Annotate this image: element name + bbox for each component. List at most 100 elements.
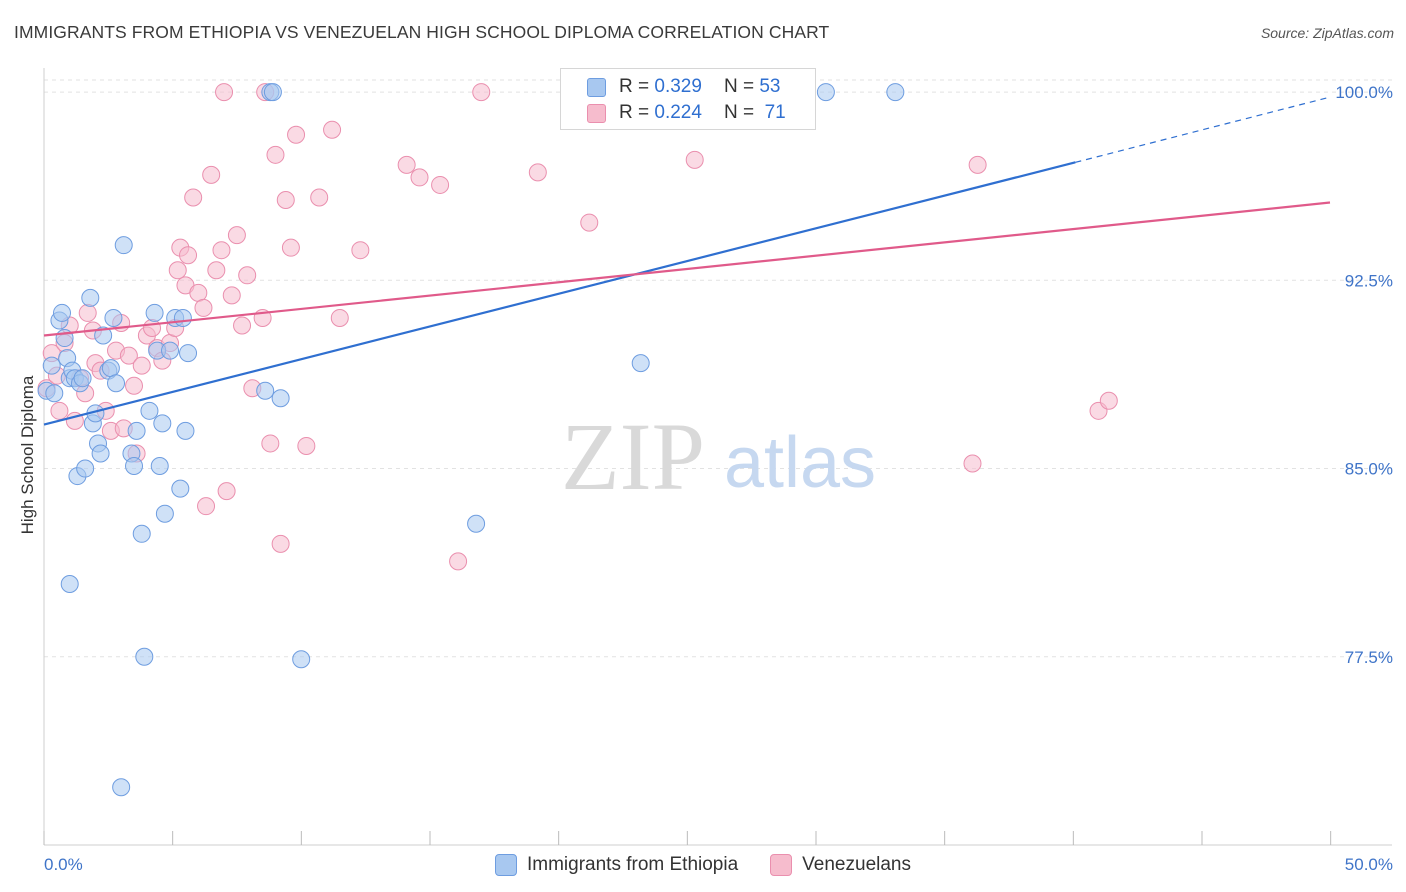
venezuelans-point [968,155,987,174]
venezuelans-point [238,266,257,285]
venezuelans-trend-line [43,201,1331,337]
correlation-legend: R = 0.329 N = 53 R = 0.224 N = 71 [560,68,816,130]
ethiopia-point [107,374,126,393]
ethiopia-point [153,414,172,433]
ethiopia-point [263,83,282,102]
venezuelans-point [963,454,982,473]
legend-label-ethiopia: Immigrants from Ethiopia [526,854,739,875]
ethiopia-point [60,574,79,593]
grid-layer [44,79,1392,658]
venezuelans-point [410,168,429,187]
venezuelans-swatch [587,103,606,123]
venezuelans-point [323,120,342,139]
r-label: R = [619,76,650,97]
ethiopia-point [73,369,92,388]
venezuelans-point [179,246,198,265]
venezuelans-point [207,261,226,280]
ethiopia-point [150,457,169,476]
venezuelans-point [125,376,144,395]
ethiopia-swatch [587,77,606,97]
venezuelans-point [227,226,246,245]
legend-row-ethiopia: R = 0.329 N = 53 [587,75,780,99]
venezuelans-point [78,303,97,322]
n-value-venezuelans: 71 [764,102,786,123]
y-tick-label: 100.0% [1335,83,1393,102]
venezuelans-legend-swatch [770,854,793,876]
ethiopia-point [173,308,192,327]
watermark-zip: ZIP [561,403,705,510]
venezuelans-point [266,145,285,164]
r-value-ethiopia: 0.329 [654,76,702,97]
venezuelans-point [222,286,241,305]
ethiopia-point [76,459,95,478]
ethiopia-point [467,514,486,533]
r-value-venezuelans: 0.224 [654,102,702,123]
venezuelans-point [197,497,216,516]
ethiopia-point [886,83,905,102]
venezuelans-point [261,434,280,453]
n-label: N = [723,76,755,97]
venezuelans-point [310,188,329,207]
venezuelans-point [297,436,316,455]
ethiopia-point [125,457,144,476]
y-tick-label: 85.0% [1345,460,1393,479]
ethiopia-point [176,421,195,440]
axis-layer [43,68,1392,846]
venezuelans-point [50,401,69,420]
venezuelans-point [233,316,252,335]
venezuelans-point [143,318,162,337]
venezuelans-point [431,175,450,194]
venezuelans-point [330,308,349,327]
ethiopia-point [145,303,164,322]
venezuelans-point [449,552,468,571]
ethiopia-legend-swatch [494,854,517,876]
ethiopia-point [101,359,120,378]
ethiopia-point [114,236,133,255]
legend-item-ethiopia[interactable]: Immigrants from Ethiopia [494,854,739,876]
ethiopia-point [155,504,174,523]
ethiopia-point [53,303,72,322]
source-credit: Source: ZipAtlas.com [1260,25,1394,41]
tick-labels: 77.5% 85.0% 92.5% 100.0% 0.0% 50.0% [44,83,1393,874]
watermark-atlas: atlas [724,423,876,503]
venezuelans-point [580,213,599,232]
n-label: N = [723,102,755,123]
y-tick-label: 92.5% [1345,271,1393,290]
ethiopia-point [45,384,64,403]
ethiopia-point [42,356,61,375]
venezuelans-point [119,346,138,365]
venezuelans-point [685,150,704,169]
ethiopia-point [94,326,113,345]
series-legend: Immigrants from Ethiopia Venezuelans [0,851,1406,879]
ethiopia-point [104,308,123,327]
venezuelans-point [168,261,187,280]
venezuelans-point [472,83,491,102]
ethiopia-point [631,354,650,373]
venezuelans-point [281,238,300,257]
ethiopia-point [256,381,275,400]
ethiopia-point [112,778,131,797]
venezuelans-point [397,155,416,174]
ethiopia-point [816,83,835,102]
venezuelans-point [202,165,221,184]
venezuelans-point [351,241,370,260]
chart-title: IMMIGRANTS FROM ETHIOPIA VS VENEZUELAN H… [14,22,830,42]
x-tick-label: 50.0% [1345,855,1393,874]
venezuelans-point [194,298,213,317]
n-value-ethiopia: 53 [759,76,781,97]
legend-row-venezuelans: R = 0.224 N = 71 [587,101,786,125]
venezuelans-point [217,482,236,501]
legend-item-venezuelans[interactable]: Venezuelans [770,854,911,876]
ethiopia-points [37,83,905,797]
venezuelans-point [276,190,295,209]
venezuelans-point [132,356,151,375]
ethiopia-point [171,479,190,498]
venezuelans-point [528,163,547,182]
ethiopia-trend-line [43,161,1076,426]
legend-label-venezuelans: Venezuelans [802,854,911,875]
ethiopia-point [292,650,311,669]
ethiopia-point [140,401,159,420]
venezuelans-point [189,283,208,302]
ethiopia-trend-extension [1075,96,1331,163]
